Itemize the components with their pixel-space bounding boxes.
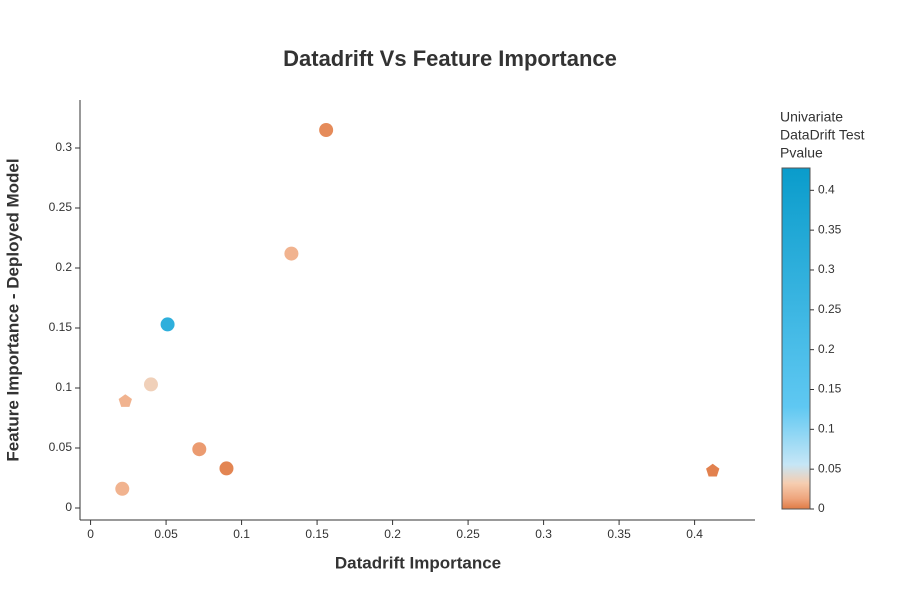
point: [143, 377, 158, 392]
y-tick-label: 0: [65, 500, 72, 514]
chart-title: Datadrift Vs Feature Importance: [283, 46, 617, 71]
point: [319, 123, 334, 137]
x-tick-label: 0.15: [305, 527, 329, 541]
point: [118, 394, 132, 407]
x-tick-label: 0.3: [535, 527, 552, 541]
point: [706, 463, 720, 477]
colorbar-title: Univariate: [780, 109, 843, 125]
x-axis-title: Datadrift Importance: [335, 553, 501, 572]
y-tick-label: 0.3: [55, 140, 72, 154]
point: [115, 481, 130, 496]
colorbar-tick-label: 0.15: [818, 382, 842, 396]
y-tick-label: 0.1: [55, 380, 72, 394]
point: [192, 442, 207, 457]
colorbar-tick-label: 0.3: [818, 262, 835, 276]
point: [160, 317, 175, 332]
y-tick-label: 0.05: [49, 440, 73, 454]
x-tick-label: 0.1: [233, 527, 250, 541]
colorbar-title: Pvalue: [780, 145, 823, 161]
colorbar-tick-label: 0: [818, 501, 825, 515]
colorbar-tick-label: 0.25: [818, 302, 842, 316]
point: [219, 461, 234, 476]
x-tick-label: 0.05: [154, 527, 178, 541]
x-tick-label: 0: [87, 527, 94, 541]
y-tick-label: 0.2: [55, 260, 72, 274]
x-tick-label: 0.35: [607, 527, 631, 541]
colorbar-tick-label: 0.2: [818, 342, 835, 356]
y-axis-title: Feature Importance - Deployed Model: [3, 158, 22, 461]
colorbar-tick-label: 0.35: [818, 222, 842, 236]
colorbar: [781, 167, 811, 510]
x-tick-label: 0.4: [686, 527, 703, 541]
point: [284, 246, 299, 261]
x-tick-label: 0.25: [456, 527, 480, 541]
colorbar-title: DataDrift Test: [780, 127, 865, 143]
colorbar-tick-label: 0.4: [818, 182, 835, 196]
y-tick-label: 0.25: [49, 200, 73, 214]
y-tick-label: 0.15: [49, 320, 73, 334]
colorbar-tick-label: 0.1: [818, 421, 835, 435]
x-tick-label: 0.2: [384, 527, 401, 541]
colorbar-tick-label: 0.05: [818, 461, 842, 475]
